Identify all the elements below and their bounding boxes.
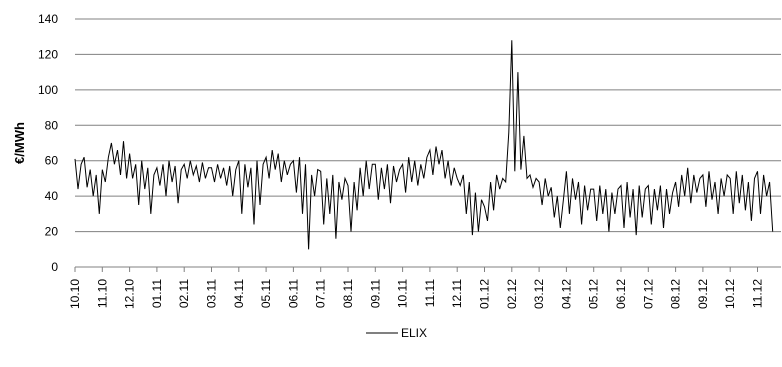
- y-tick-label: 100: [38, 83, 58, 97]
- y-tick-label: 120: [38, 47, 58, 61]
- x-tick-label: 05.11: [259, 279, 273, 308]
- x-tick-label: 01.11: [150, 279, 164, 308]
- x-tick-label: 06.12: [614, 279, 628, 309]
- y-axis: 0 20 40 60 80 100 120 140: [38, 12, 58, 274]
- y-tick-label: 140: [38, 12, 58, 26]
- x-tick-label: 04.11: [232, 279, 246, 308]
- x-tick-label: 07.12: [641, 279, 655, 309]
- y-tick-label: 60: [45, 154, 59, 168]
- legend: ELIX: [366, 326, 427, 340]
- x-tick-label: 02.11: [177, 279, 191, 308]
- x-axis: 10.10 11.10 12.10 01.11 02.11 03.11 04.11 05.11…: [68, 266, 781, 309]
- series-line-elix: [74, 40, 774, 250]
- x-tick-label: 09.11: [368, 279, 382, 308]
- y-tick-label: 40: [45, 189, 59, 203]
- x-tick-label: 04.12: [559, 279, 573, 309]
- x-tick-label: 05.12: [587, 279, 601, 309]
- x-tick-label: 11.10: [95, 279, 109, 308]
- x-tick-label: 01.12: [478, 279, 492, 309]
- x-tick-label: 02.12: [505, 279, 519, 309]
- x-tick-label: 08.11: [341, 279, 355, 308]
- x-tick-label: 09.12: [696, 279, 710, 309]
- y-axis-label: €/MWh: [12, 122, 27, 164]
- x-tick-label: 12.11: [450, 279, 464, 308]
- x-tick-label: 08.12: [669, 279, 683, 309]
- x-tick-label: 10.11: [396, 279, 410, 308]
- x-tick-label: 10.12: [723, 279, 737, 309]
- y-tick-label: 0: [51, 260, 58, 274]
- x-tick-label: 07.11: [314, 279, 328, 308]
- x-tick-label: 03.12: [532, 279, 546, 309]
- x-tick-label: 06.11: [286, 279, 300, 308]
- x-tick-label: 03.11: [205, 279, 219, 308]
- legend-label-elix: ELIX: [401, 326, 427, 340]
- y-tick-label: 20: [45, 225, 59, 239]
- y-tick-label: 80: [45, 118, 59, 132]
- x-tick-label: 10.10: [68, 279, 82, 309]
- x-tick-label: 12.10: [123, 279, 137, 309]
- gridlines: [75, 18, 781, 233]
- x-tick-label: 11.11: [423, 279, 437, 308]
- x-tick-label: 11.12: [751, 279, 765, 308]
